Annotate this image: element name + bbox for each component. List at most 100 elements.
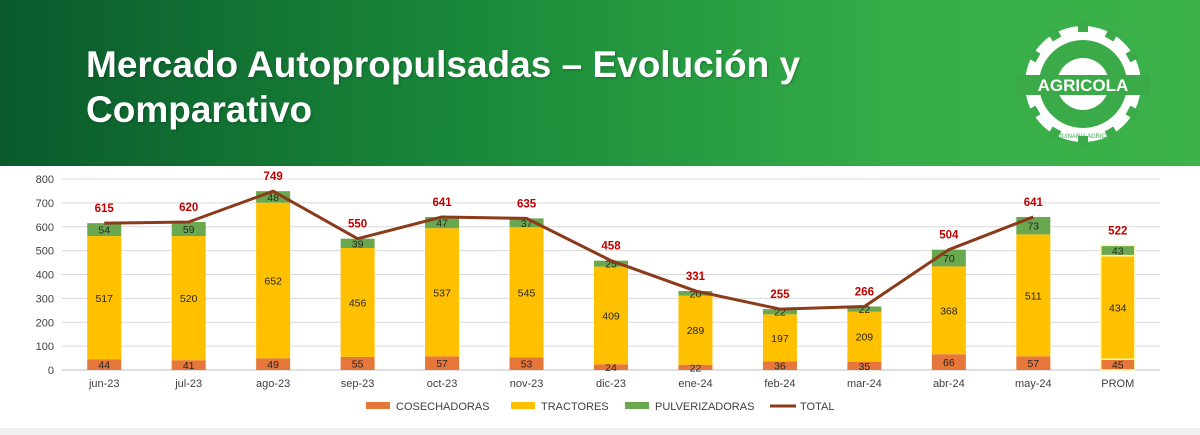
y-tick-label: 200 [36,317,54,329]
bar-value-label: 456 [349,297,367,309]
x-tick-label: mar-24 [847,378,882,390]
bar-segment-tractores [847,311,882,362]
bar-value-label: 24 [605,362,617,374]
bar-segment-pulverizadoras [256,191,291,203]
legend-swatch [511,402,535,409]
bar-value-label: 57 [436,358,448,370]
stacked-bar-chart: 0 100 200 300 400 500 600 700 800 44 517 54 jun-23 41… [36,171,1160,413]
bar-segment-tractores [87,236,122,360]
bar-value-label: 20 [690,288,702,300]
bar-value-label: 57 [1027,358,1039,370]
bar-segment-cosechadoras [256,358,291,370]
bar-segment-cosechadoras [425,356,460,370]
total-value-label: 522 [1108,225,1127,237]
bar-value-label: 59 [183,224,195,236]
y-tick-label: 0 [48,365,54,377]
bar-value-label: 49 [267,359,279,371]
bar-segment-pulverizadoras [425,216,460,229]
bar-segment-pulverizadoras [762,309,797,315]
bar-value-label: 289 [687,325,705,337]
bar-value-label: 36 [774,361,786,373]
bar-value-label: 41 [183,360,195,372]
bar-segment-cosechadoras [847,361,882,370]
bar-segment-tractores [762,314,797,362]
x-tick-label: dic-23 [596,378,626,390]
bar-value-label: 39 [352,238,364,250]
bar-segment-pulverizadoras [678,290,713,296]
bar-value-label: 511 [1025,290,1042,302]
total-value-label: 615 [95,203,115,215]
bar-value-label: 520 [180,293,198,305]
bar-value-label: 48 [267,192,279,204]
bar-segment-tractores [256,202,291,359]
bar-segment-pulverizadoras [594,260,628,267]
bar-value-label: 537 [433,287,451,299]
bar-value-label: 44 [98,360,110,372]
bar-value-label: 53 [521,359,533,371]
bar-value-label: 37 [521,218,533,230]
bar-value-label: 47 [436,218,448,230]
total-value-label: 458 [601,241,621,253]
total-value-label: 749 [264,171,283,183]
bar-value-label: 652 [264,275,282,287]
bar-segment-cosechadoras [171,360,206,370]
bar-segment-cosechadoras [1016,356,1051,370]
x-tick-label: feb-24 [764,378,795,390]
bar-value-label: 209 [856,332,874,344]
x-tick-label: sep-23 [341,378,375,390]
agricola-logo: AGRICOLA MAQUINARIA AGRICOLA [1016,22,1150,146]
bar-value-label: 409 [602,310,620,322]
bar-segment-tractores [425,228,460,357]
bar-value-label: 70 [943,253,955,265]
logo-subtext: MAQUINARIA AGRICOLA [1048,134,1118,140]
y-tick-label: 300 [36,293,54,305]
legend-label: TOTAL [800,401,834,413]
bar-segment-cosechadoras [678,364,713,370]
bar-value-label: 22 [774,307,786,319]
legend-swatch [625,402,649,409]
y-tick-label: 800 [36,174,54,186]
bar-value-label: 197 [771,333,789,345]
bar-segment-tractores [1016,234,1051,357]
bar-segment-tractores [171,236,206,361]
bar-value-label: 66 [943,357,955,369]
bar-segment-cosechadoras [594,364,628,370]
total-value-label: 550 [348,219,367,231]
page-title: Mercado Autopropulsadas – Evolución y Co… [86,44,801,130]
x-tick-label: ene-24 [678,378,712,390]
bar-value-label: 45 [1112,360,1124,372]
bar-segment-pulverizadoras [509,218,544,228]
y-tick-label: 500 [36,246,54,258]
bar-segment-cosechadoras [931,354,966,370]
total-value-label: 635 [517,198,537,210]
x-tick-label: ago-23 [256,378,290,390]
total-value-label: 504 [939,230,959,242]
bar-segment-cosechadoras [509,357,544,370]
footer-strip [0,428,1200,435]
y-tick-label: 400 [36,270,54,282]
bar-value-label: 434 [1109,302,1127,314]
x-tick-label: may-24 [1015,378,1052,390]
bar-segment-pulverizadoras [1100,244,1136,257]
bar-value-label: 368 [940,305,958,317]
bar-value-label: 54 [98,225,110,237]
bar-value-label: 55 [352,358,364,370]
bar-segment-cosechadoras [87,359,122,370]
x-tick-label: abr-24 [933,378,965,390]
bar-segment-tractores [594,266,628,365]
chart-area: 0 100 200 300 400 500 600 700 800 44 517 54 jun-23 41… [0,166,1200,435]
x-tick-label: oct-23 [427,378,458,390]
bar-segment-tractores [1100,254,1136,361]
legend-label: TRACTORES [541,401,609,413]
y-tick-label: 600 [36,222,54,234]
bar-segment-pulverizadoras [87,223,122,237]
bar-value-label: 35 [859,361,871,373]
bar-segment-tractores [931,266,966,355]
header-banner: Mercado Autopropulsadas – Evolución y Co… [0,0,1200,166]
bar-segment-pulverizadoras [847,306,882,312]
bar-segment-tractores [340,247,375,357]
bar-segment-tractores [509,227,544,358]
x-tick-label: nov-23 [510,378,544,390]
logo-wordmark: AGRICOLA [1038,76,1129,95]
bar-segment-tractores [678,295,713,365]
